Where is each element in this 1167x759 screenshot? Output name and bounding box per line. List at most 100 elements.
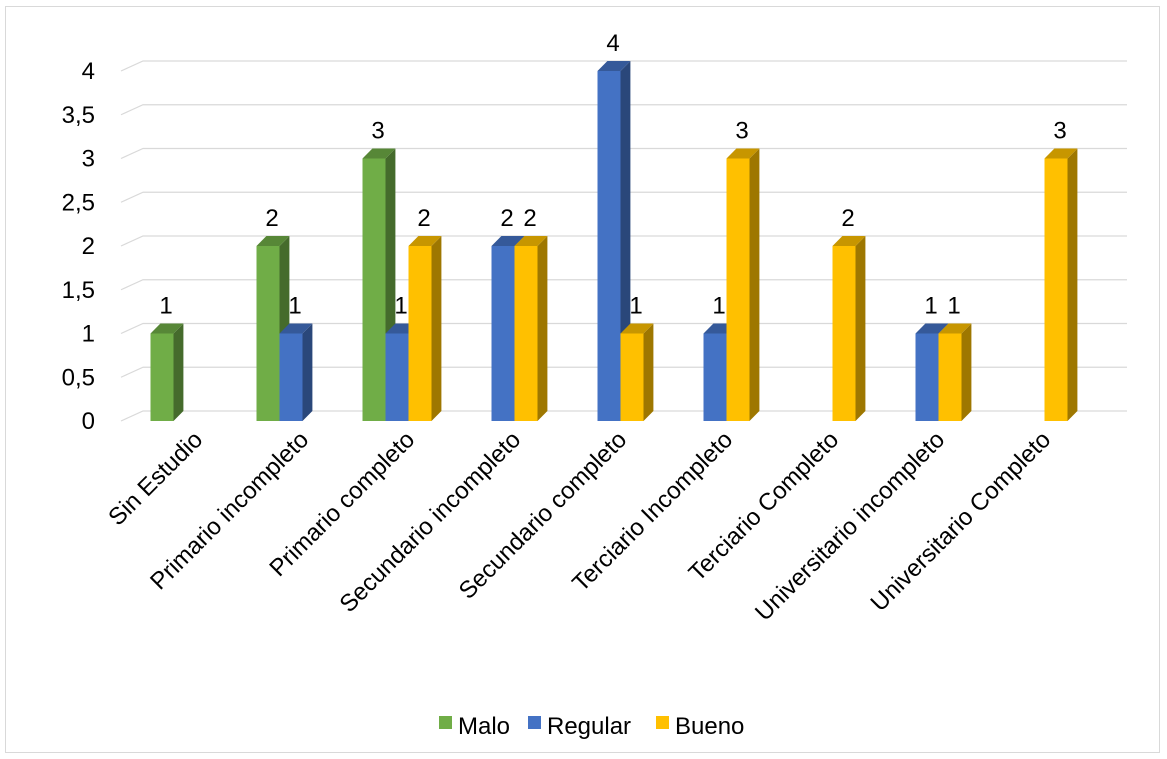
data-label: 2 <box>265 205 278 232</box>
y-tick-label: 4 <box>82 58 95 85</box>
bar-front <box>514 246 538 421</box>
gridlines <box>120 60 1127 422</box>
legend-item-malo: Malo <box>439 713 510 740</box>
y-tick-label: 3 <box>82 146 95 173</box>
bar-front <box>279 333 303 421</box>
bar-front <box>703 333 727 421</box>
data-label: 2 <box>523 205 536 232</box>
bar-side <box>855 236 866 421</box>
y-tick-label: 0 <box>82 408 95 435</box>
bar-bueno <box>938 323 972 421</box>
bar-side <box>749 148 760 421</box>
y-tick-label: 2,5 <box>62 189 95 216</box>
bar-side <box>302 323 313 421</box>
bar-top <box>597 61 631 71</box>
gridline <box>120 104 1127 116</box>
data-label: 4 <box>606 30 619 57</box>
bar-side <box>431 236 442 421</box>
legend-swatch <box>439 716 452 729</box>
data-label: 1 <box>947 293 960 320</box>
legend-label: Regular <box>547 713 631 740</box>
bar-top <box>362 148 396 159</box>
y-tick-label: 0,5 <box>62 364 95 391</box>
data-label: 3 <box>371 118 384 145</box>
y-tick-label: 3,5 <box>62 102 95 129</box>
bar-side <box>643 323 654 421</box>
bar-front <box>915 333 939 421</box>
gridline <box>120 147 1127 160</box>
data-label: 2 <box>417 205 430 232</box>
bar-bueno <box>620 323 654 421</box>
x-category-label: Universitario incompleto <box>750 426 950 626</box>
data-label: 3 <box>735 118 748 145</box>
bar-top <box>1044 148 1078 159</box>
legend-item-bueno: Bueno <box>656 713 744 740</box>
legend-item-regular: Regular <box>528 713 631 740</box>
bar-front <box>597 71 621 421</box>
bar-front <box>491 246 515 421</box>
y-tick-label: 1,5 <box>62 277 95 304</box>
bar-top <box>514 236 548 246</box>
bar-top <box>408 236 442 246</box>
bar-front <box>1044 158 1068 421</box>
bar-top <box>726 148 760 159</box>
bar-front <box>620 333 644 421</box>
bar-side <box>173 323 184 421</box>
bar-front <box>150 333 174 421</box>
gridline <box>120 279 1127 291</box>
bar-front <box>938 333 962 421</box>
bar-top <box>915 323 949 334</box>
bars <box>150 61 1078 421</box>
data-label: 1 <box>924 293 937 320</box>
bar-bueno <box>1044 148 1078 421</box>
legend-label: Bueno <box>675 713 744 740</box>
x-category-label: Sin Estudio <box>103 426 208 531</box>
data-label: 1 <box>712 293 725 320</box>
bar-top <box>491 236 525 246</box>
bar-front <box>256 246 280 421</box>
bar-side <box>537 236 548 421</box>
bar-regular <box>279 323 313 421</box>
gridline <box>120 410 1127 422</box>
gridline <box>120 322 1127 335</box>
bar-front <box>362 158 386 421</box>
bar-front <box>832 246 856 421</box>
bar-side <box>961 323 972 421</box>
legend: Malo Regular Bueno <box>439 713 744 740</box>
gridline <box>120 366 1127 378</box>
bar-bueno <box>832 236 866 421</box>
data-label: 2 <box>841 205 854 232</box>
bar-bueno <box>514 236 548 421</box>
bar-top <box>279 323 313 334</box>
bar-bueno <box>726 148 760 421</box>
legend-swatch <box>656 716 669 729</box>
y-tick-label: 2 <box>82 233 95 260</box>
bar-top <box>256 236 290 246</box>
gridline <box>120 235 1127 247</box>
bar-regular <box>597 61 631 421</box>
bar-top <box>938 323 972 334</box>
y-tick-label: 1 <box>82 321 95 348</box>
data-label: 1 <box>288 293 301 320</box>
data-label: 1 <box>629 293 642 320</box>
bar-front <box>385 333 409 421</box>
bar-top <box>832 236 866 246</box>
data-label: 1 <box>159 293 172 320</box>
data-label: 2 <box>500 205 513 232</box>
legend-label: Malo <box>458 713 510 740</box>
data-label: 3 <box>1053 118 1066 145</box>
bar-top <box>150 323 184 334</box>
data-label: 1 <box>394 293 407 320</box>
x-category-label: Universitario Completo <box>865 426 1056 617</box>
bar-malo <box>150 323 184 421</box>
bar-front <box>408 246 432 421</box>
gridline <box>120 60 1127 72</box>
bar-top <box>620 323 654 334</box>
bar-side <box>1067 148 1078 421</box>
x-category-label: Secundario incompleto <box>335 426 527 618</box>
gridline <box>120 191 1127 203</box>
legend-swatch <box>528 716 541 729</box>
bar-bueno <box>408 236 442 421</box>
bar-front <box>726 158 750 421</box>
